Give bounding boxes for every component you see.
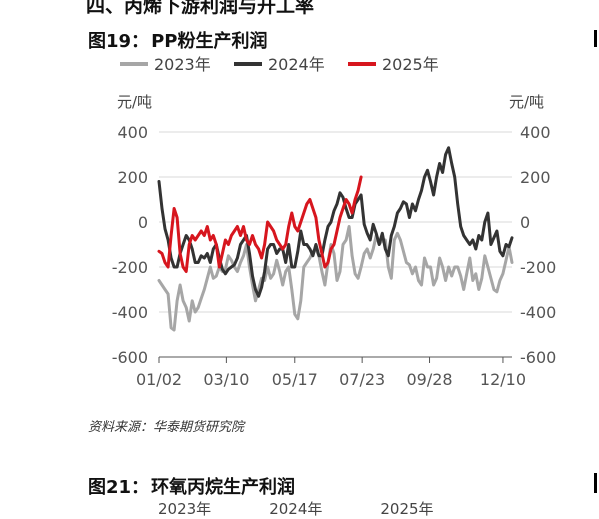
y-tick-left-3: -200 [112,258,148,277]
y-tick-right-0: 400 [520,123,551,142]
y-tick-right-4: -400 [520,303,556,322]
series-line-2025年 [157,175,363,273]
series-lines [157,146,514,332]
x-tick-label-3: 07/23 [339,370,385,389]
figure-2-legend-2025: 2025年 [380,500,434,518]
figure-2-title: 图21： 环氧丙烷生产利润 [88,473,297,499]
y-tick-right-3: -200 [520,258,556,277]
y-tick-right-5: -600 [520,348,556,367]
y-tick-labels: 400 400 200 200 0 0 -200 -200 -400 -400 -600 -600 [112,123,557,367]
y-axis-unit-left: 元/吨 [117,93,152,111]
figure-2-number: 图21： [88,477,150,498]
y-axis-unit-right: 元/吨 [509,93,544,111]
x-tick-label-4: 09/28 [406,370,452,389]
x-tick-label-2: 05/17 [272,370,318,389]
figure-1-number: 图19： [88,31,150,52]
y-tick-right-1: 200 [520,168,551,187]
x-tick-label-0: 01/02 [136,370,182,389]
figure-1-title: 图19： PP粉生产利润 [88,27,269,53]
legend-label-2: 2025年 [382,55,439,74]
figure-2-name: 环氧丙烷生产利润 [151,477,296,498]
figure-2-legend-2024: 2024年 [269,500,323,518]
figure-2-legend-2023: 2023年 [158,500,212,518]
right-edge-mark-bottom [594,473,597,493]
figure-1-name: PP粉生产利润 [151,31,268,52]
y-tick-left-2: 0 [138,213,148,232]
figure-2-legend: 2023年 2024年 2025年 [158,498,492,519]
legend-label-0: 2023年 [154,55,211,74]
legend-label-1: 2024年 [268,55,325,74]
chart-legend: 2023年 2024年 2025年 [120,55,439,74]
y-tick-left-0: 400 [117,123,148,142]
x-axis: 01/02 03/10 05/17 07/23 09/28 12/10 [136,356,526,389]
y-tick-left-1: 200 [117,168,148,187]
section-heading: 四、丙烯下游利润与开工率 [86,0,315,17]
x-tick-label-1: 03/10 [203,370,249,389]
source-note: 资料来源：华泰期货研究院 [88,420,245,435]
series-line-2023年 [157,225,514,332]
x-tick-label-5: 12/10 [480,370,526,389]
y-tick-right-2: 0 [520,213,530,232]
pp-powder-profit-chart: 2023年 2024年 2025年 元/吨 元/吨 400 400 200 200 0 0 -2… [112,55,557,389]
right-edge-mark-top [594,30,597,47]
y-tick-left-5: -600 [112,348,148,367]
y-tick-left-4: -400 [112,303,148,322]
